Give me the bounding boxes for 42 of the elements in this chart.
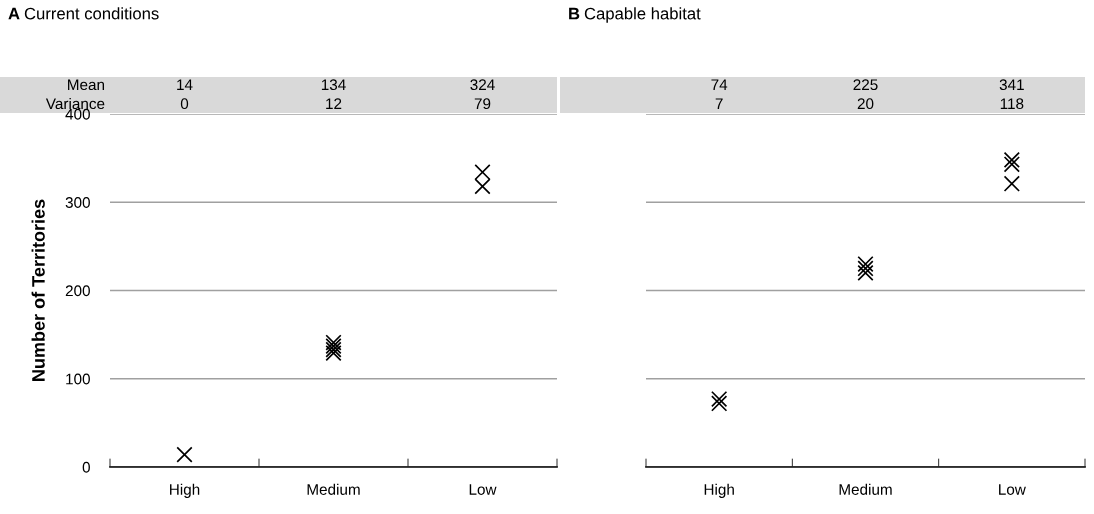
point bbox=[325, 345, 342, 362]
y-tick-label: 400 bbox=[65, 108, 90, 120]
x-tick-label: High bbox=[170, 483, 200, 498]
point bbox=[325, 341, 342, 358]
text: 341 bbox=[999, 79, 1024, 91]
text: 14 bbox=[177, 79, 193, 90]
point bbox=[325, 334, 342, 351]
point bbox=[474, 164, 491, 181]
y-axis-title: Number of Territories bbox=[31, 199, 45, 381]
chart-title: B Capable habitat bbox=[569, 7, 701, 23]
text: 225 bbox=[853, 79, 878, 91]
x-tick-label: High bbox=[704, 483, 734, 498]
y-tick-label: 300 bbox=[65, 197, 90, 208]
point bbox=[474, 178, 491, 195]
text: 0 bbox=[180, 98, 189, 110]
text: 134 bbox=[321, 79, 346, 91]
text: 7 bbox=[715, 98, 723, 109]
chart-title: A Current conditions bbox=[8, 7, 159, 20]
point bbox=[1003, 156, 1020, 173]
x-tick-label: Medium bbox=[839, 483, 892, 495]
x-tick-label: Medium bbox=[307, 483, 360, 495]
point bbox=[711, 390, 728, 408]
text: 79 bbox=[474, 98, 491, 110]
x-tick-label: Low bbox=[999, 484, 1026, 495]
point bbox=[857, 260, 874, 277]
y-tick-label: 100 bbox=[66, 373, 90, 385]
text: Mean bbox=[68, 79, 105, 91]
text: 20 bbox=[857, 98, 874, 110]
text: 12 bbox=[326, 98, 342, 109]
y-tick-label: 200 bbox=[65, 285, 90, 297]
point bbox=[711, 395, 728, 412]
point bbox=[1003, 175, 1020, 192]
y-tick-label: 0 bbox=[82, 461, 90, 473]
text: 74 bbox=[711, 79, 728, 90]
text: 118 bbox=[1000, 98, 1024, 110]
text: 324 bbox=[470, 79, 495, 91]
text: Variance bbox=[45, 97, 105, 110]
point bbox=[176, 446, 193, 463]
point bbox=[857, 264, 874, 281]
x-tick-label: Low bbox=[469, 484, 497, 495]
point bbox=[857, 255, 874, 273]
point bbox=[1003, 151, 1020, 169]
